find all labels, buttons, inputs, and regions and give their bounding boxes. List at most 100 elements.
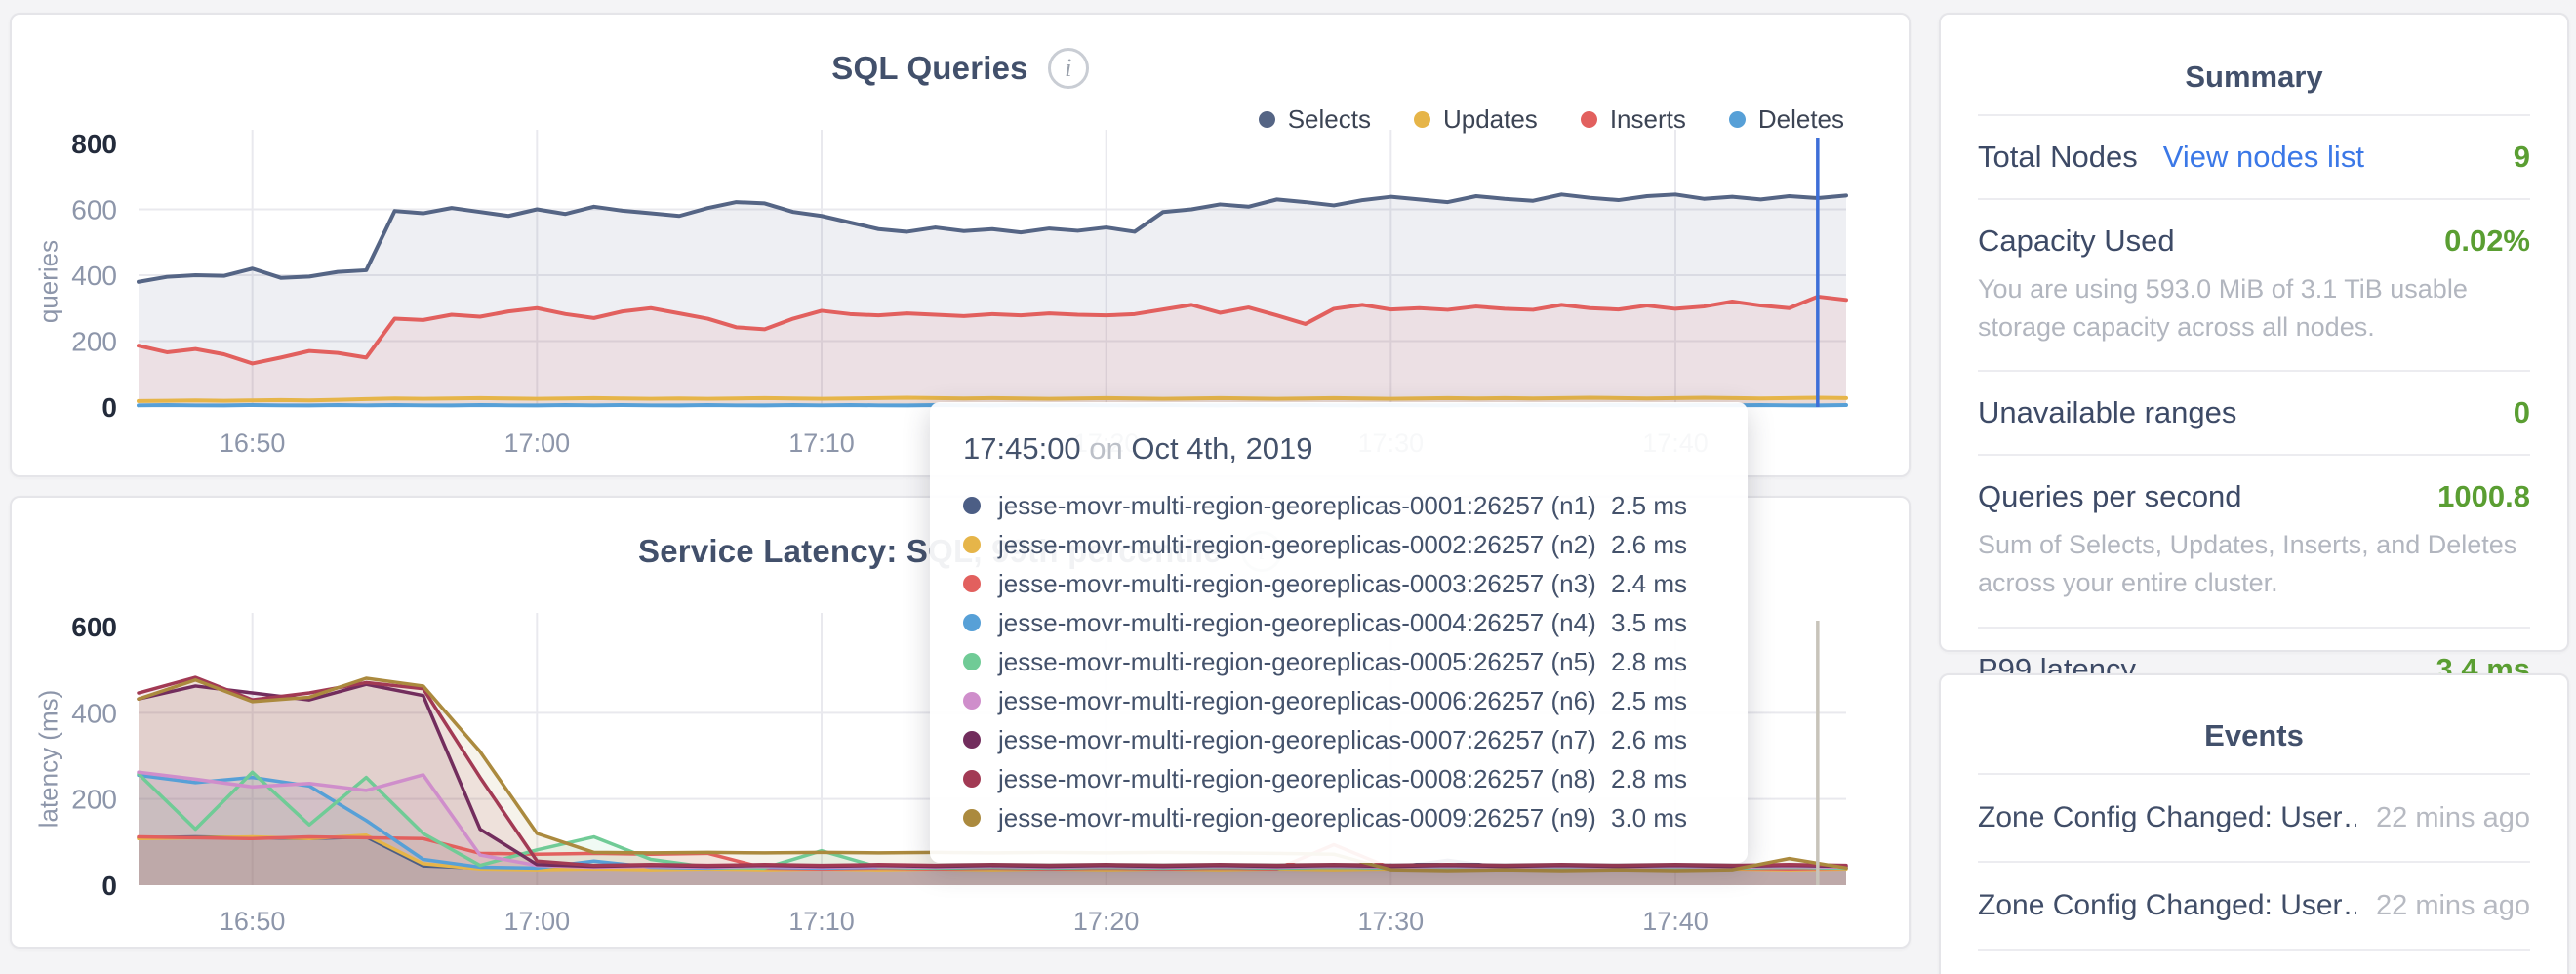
chart-hover-tooltip: 17:45:00 on Oct 4th, 2019 jesse-movr-mul… <box>930 402 1748 863</box>
sql-queries-header: SQL Queries i <box>12 48 1909 89</box>
node-name: jesse-movr-multi-region-georeplicas-0001… <box>998 490 1596 520</box>
tooltip-on-word: on <box>1089 431 1123 466</box>
event-row[interactable]: Zone Config Changed: User… 22 mins ago <box>1978 773 2530 861</box>
total-nodes-label: Total Nodes <box>1978 140 2138 174</box>
y-axis-label: latency (ms) <box>33 689 63 829</box>
Selects-line <box>137 192 1848 284</box>
legend-label: Selects <box>1287 104 1371 134</box>
tooltip-row: jesse-movr-multi-region-georeplicas-0007… <box>963 720 1718 759</box>
capacity-used-value: 0.02% <box>2444 223 2530 258</box>
legend-label: Deletes <box>1757 104 1844 134</box>
x-tick-label: 17:30 <box>1358 907 1425 936</box>
event-row[interactable]: Zone Config Changed: User… 22 mins ago <box>1978 861 2530 949</box>
latency-value: 2.5 ms <box>1611 685 1688 715</box>
sql-queries-panel: SQL Queries i Selects Updates Inserts De… <box>10 13 1911 477</box>
n3-area <box>139 836 1846 885</box>
tooltip-row: jesse-movr-multi-region-georeplicas-0001… <box>963 486 1718 525</box>
queries-per-second-value: 1000.8 <box>2437 479 2530 514</box>
deletes-dot-icon <box>1728 111 1746 128</box>
y-tick-label: 800 <box>71 129 117 159</box>
series-dot-icon <box>963 536 981 553</box>
node-name: jesse-movr-multi-region-georeplicas-0008… <box>998 763 1596 793</box>
tooltip-rows: jesse-movr-multi-region-georeplicas-0001… <box>963 486 1718 837</box>
series-dot-icon <box>963 653 981 670</box>
latency-value: 2.5 ms <box>1611 490 1688 520</box>
event-time: 22 mins ago <box>2376 890 2530 921</box>
x-tick-label: 17:00 <box>504 907 571 936</box>
n7-area <box>139 684 1846 885</box>
Selects-area <box>139 194 1846 407</box>
summary-title: Summary <box>2185 60 2323 94</box>
latency-value: 2.8 ms <box>1611 646 1688 676</box>
tooltip-date: Oct 4th, 2019 <box>1131 431 1313 466</box>
updates-dot-icon <box>1413 111 1430 128</box>
sql-queries-legend: Selects Updates Inserts Deletes <box>1258 104 1844 135</box>
event-label: Zone Config Changed: User… <box>1978 889 2356 921</box>
series-dot-icon <box>963 692 981 710</box>
tooltip-timestamp: 17:45:00 on Oct 4th, 2019 <box>963 431 1718 467</box>
node-name: jesse-movr-multi-region-georeplicas-0007… <box>998 724 1596 754</box>
y-tick-label: 600 <box>71 195 117 225</box>
x-tick-label: 17:10 <box>788 907 855 936</box>
series-dot-icon <box>963 575 981 592</box>
latency-value: 2.8 ms <box>1611 763 1688 793</box>
legend-item-selects[interactable]: Selects <box>1258 104 1371 135</box>
node-name: jesse-movr-multi-region-georeplicas-0009… <box>998 802 1596 832</box>
y-tick-label: 400 <box>71 698 117 728</box>
y-axis-label: queries <box>33 239 63 324</box>
y-tick-label: 200 <box>71 327 117 357</box>
total-nodes-row: Total Nodes View nodes list 9 <box>1978 114 2530 198</box>
event-time: 22 mins ago <box>2376 802 2530 833</box>
tooltip-row: jesse-movr-multi-region-georeplicas-0006… <box>963 681 1718 720</box>
Updates-line <box>137 395 1848 403</box>
latency-value: 2.6 ms <box>1611 724 1688 754</box>
summary-panel: Summary Total Nodes View nodes list 9 Ca… <box>1939 13 2569 686</box>
x-tick-label: 17:20 <box>1073 907 1140 936</box>
event-row[interactable]: Zone Config Changed: User… 22 mins ago <box>1978 949 2530 974</box>
queries-per-second-row: Queries per second 1000.8 Sum of Selects… <box>1978 454 2530 626</box>
y-tick-label: 0 <box>101 392 117 423</box>
x-tick-label: 17:10 <box>788 428 855 458</box>
series-dot-icon <box>963 770 981 788</box>
latency-value: 3.5 ms <box>1611 607 1688 637</box>
n1-area <box>139 836 1846 885</box>
node-name: jesse-movr-multi-region-georeplicas-0005… <box>998 646 1596 676</box>
Inserts-line <box>137 294 1848 366</box>
tooltip-row: jesse-movr-multi-region-georeplicas-0009… <box>963 798 1718 837</box>
tooltip-row: jesse-movr-multi-region-georeplicas-0002… <box>963 525 1718 564</box>
x-tick-label: 17:40 <box>1642 907 1709 936</box>
latency-value: 2.4 ms <box>1611 568 1688 598</box>
tooltip-row: jesse-movr-multi-region-georeplicas-0005… <box>963 642 1718 681</box>
unavailable-ranges-label: Unavailable ranges <box>1978 395 2237 430</box>
tooltip-row: jesse-movr-multi-region-georeplicas-0008… <box>963 759 1718 798</box>
info-icon[interactable]: i <box>1047 48 1089 89</box>
node-name: jesse-movr-multi-region-georeplicas-0002… <box>998 529 1596 559</box>
legend-label: Updates <box>1442 104 1538 134</box>
unavailable-ranges-value: 0 <box>2513 395 2530 430</box>
n5-area <box>139 772 1846 885</box>
view-nodes-list-link[interactable]: View nodes list <box>2162 140 2364 174</box>
tooltip-row: jesse-movr-multi-region-georeplicas-0003… <box>963 564 1718 603</box>
tooltip-time: 17:45:00 <box>963 431 1081 466</box>
y-tick-label: 200 <box>71 785 117 815</box>
x-tick-label: 17:00 <box>504 428 571 458</box>
legend-item-deletes[interactable]: Deletes <box>1728 104 1844 135</box>
Inserts-area <box>139 296 1846 407</box>
node-name: jesse-movr-multi-region-georeplicas-0003… <box>998 568 1596 598</box>
total-nodes-value: 9 <box>2513 140 2530 174</box>
legend-label: Inserts <box>1609 104 1686 134</box>
series-dot-icon <box>963 809 981 827</box>
inserts-dot-icon <box>1580 111 1597 128</box>
latency-value: 3.0 ms <box>1611 802 1688 832</box>
node-name: jesse-movr-multi-region-georeplicas-0006… <box>998 685 1596 715</box>
legend-item-updates[interactable]: Updates <box>1413 104 1538 135</box>
x-tick-label: 16:50 <box>220 428 286 458</box>
latency-value: 2.6 ms <box>1611 529 1688 559</box>
selects-dot-icon <box>1258 111 1275 128</box>
legend-item-inserts[interactable]: Inserts <box>1580 104 1686 135</box>
series-dot-icon <box>963 614 981 631</box>
y-tick-label: 600 <box>71 612 117 642</box>
tooltip-row: jesse-movr-multi-region-georeplicas-0004… <box>963 603 1718 642</box>
n2-area <box>139 834 1846 885</box>
